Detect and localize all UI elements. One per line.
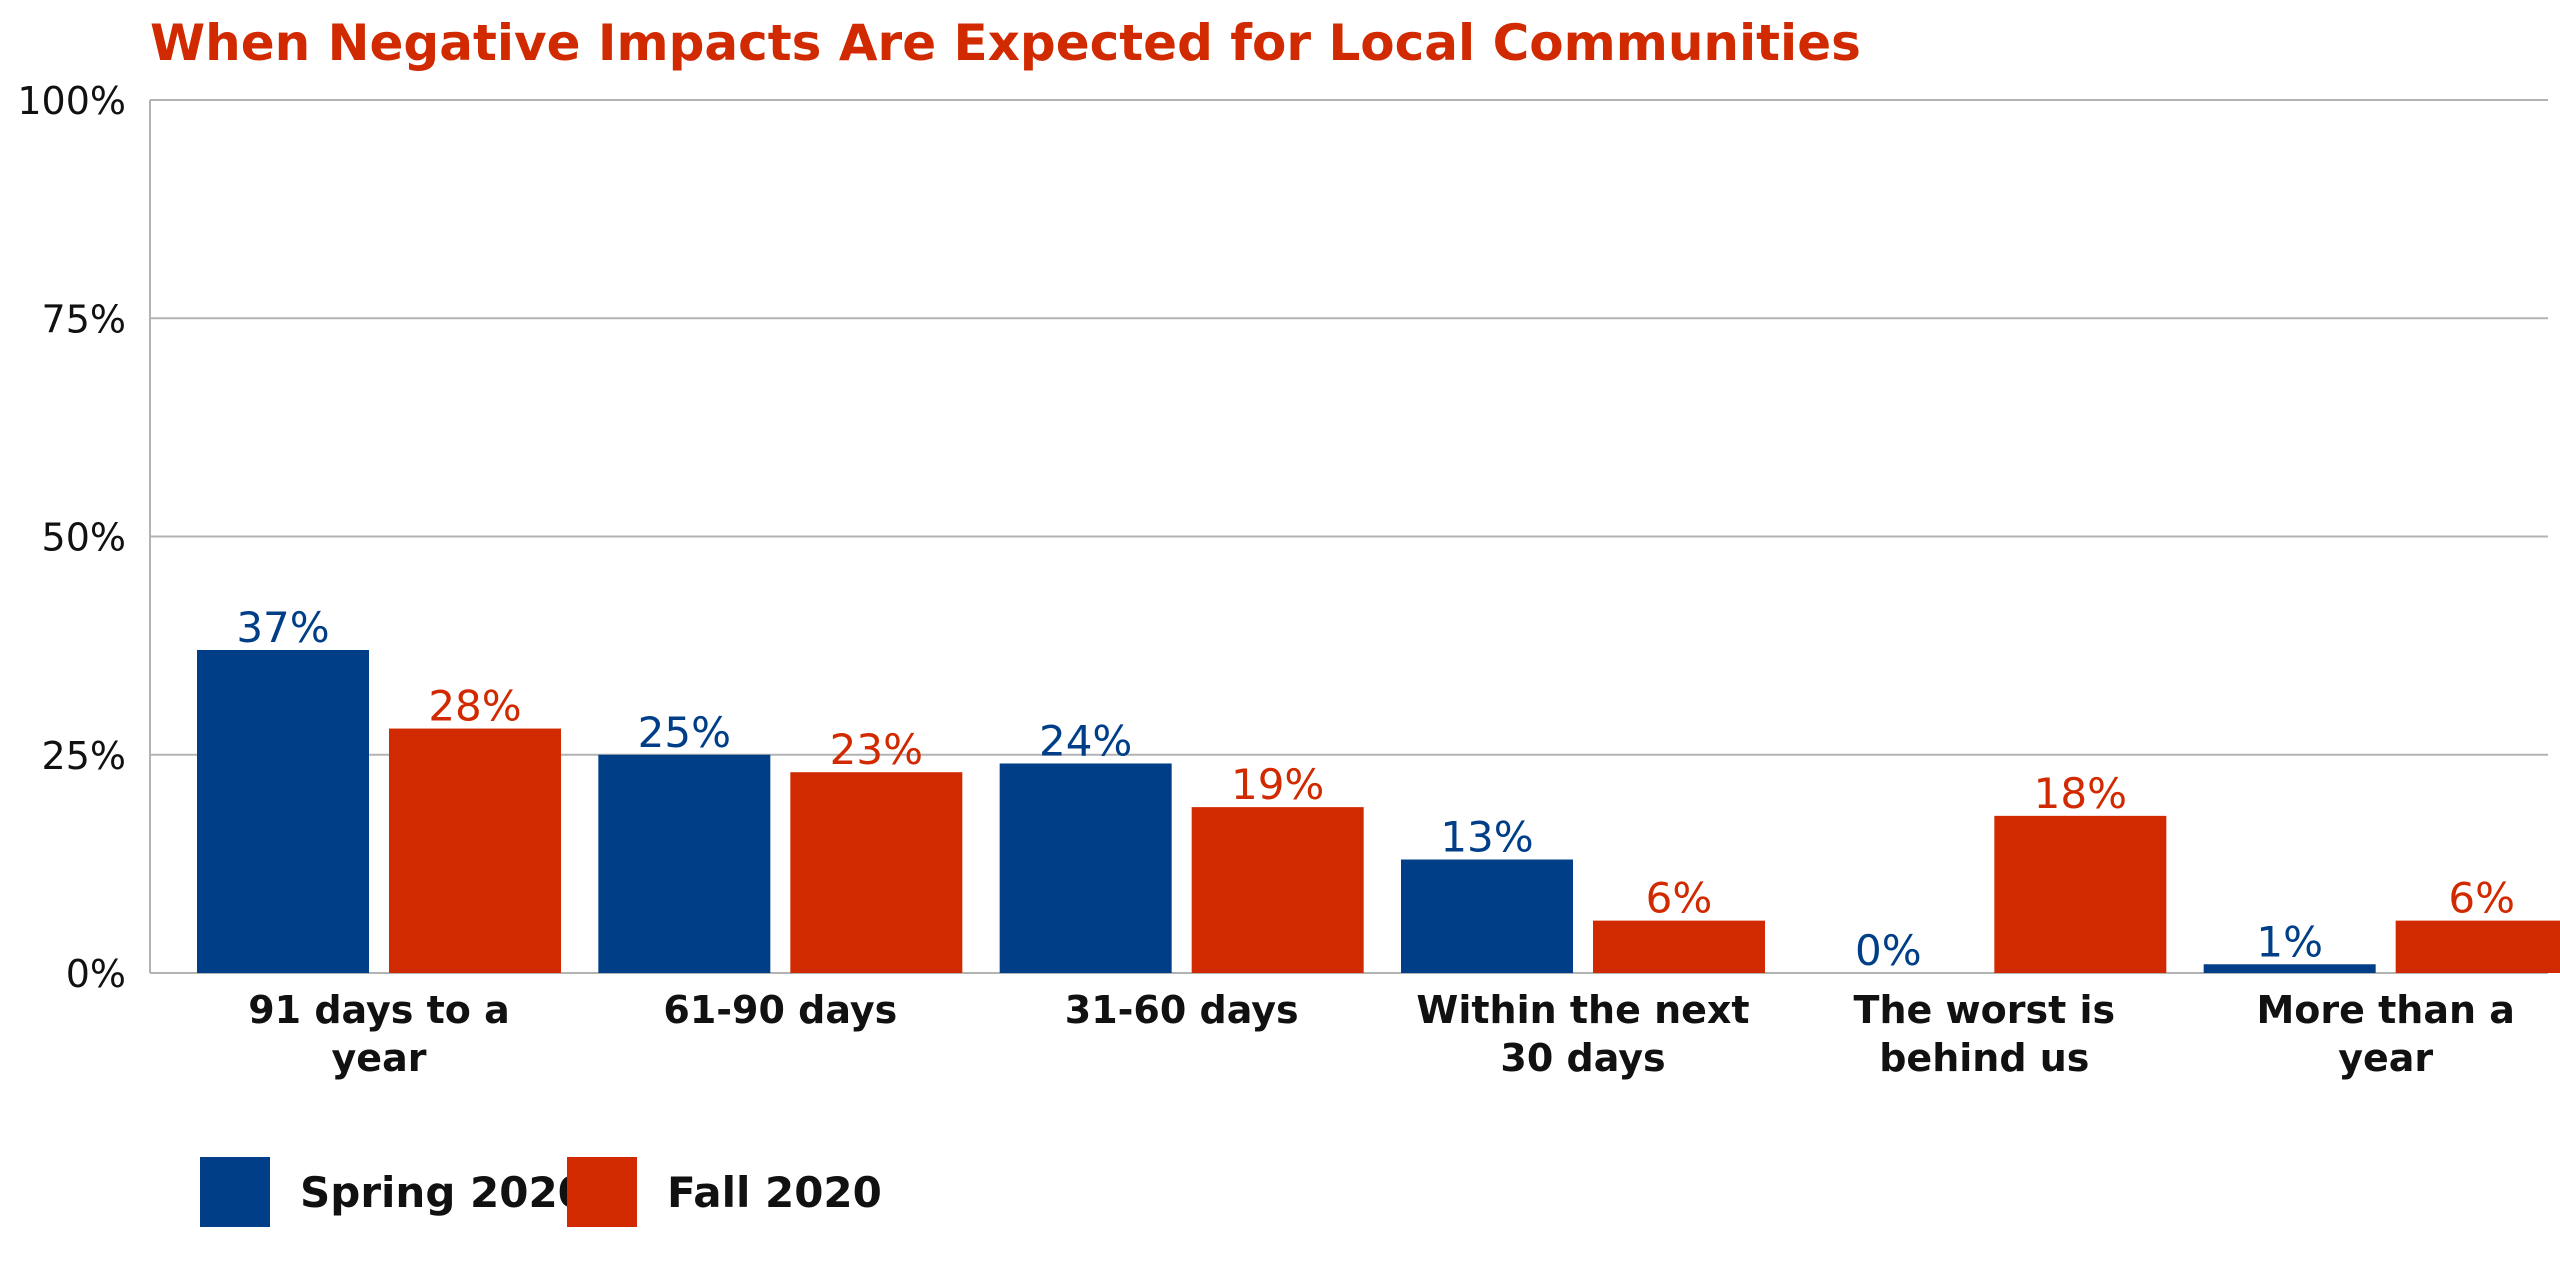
legend-swatch-spring: [200, 1157, 270, 1227]
data-label: 0%: [1855, 926, 1922, 975]
y-tick-label: 100%: [17, 79, 126, 123]
bar-spring: [999, 763, 1172, 973]
x-tick-label-line: More than a: [2256, 988, 2514, 1032]
bar-fall: [1593, 920, 1765, 973]
data-label: 6%: [2448, 874, 2515, 923]
x-tick-label: Within the next 30 days: [1416, 988, 1749, 1080]
legend-swatch-fall: [567, 1157, 637, 1227]
x-tick-label-line: Within the next: [1416, 988, 1749, 1032]
x-tick-label-line: 31-60 days: [1065, 988, 1299, 1032]
y-tick-label: 75%: [42, 297, 126, 341]
x-tick-label-line: The worst is: [1854, 988, 2116, 1032]
bar-fall: [389, 728, 561, 973]
x-tick-label-line: 61-90 days: [663, 988, 897, 1032]
data-labels: 37% 28% 25% 23% 24% 19% 13% 6% 0% 18% 1% 6%: [236, 603, 2515, 975]
x-tick-label: The worst is behind us: [1854, 988, 2116, 1080]
data-label: 37%: [236, 603, 329, 652]
x-tick-label-line: 91 days to a: [248, 988, 510, 1032]
data-label: 24%: [1039, 716, 1132, 765]
data-label: 23%: [830, 725, 923, 774]
legend-label: Fall 2020: [667, 1168, 882, 1217]
data-label: 28%: [428, 682, 521, 731]
data-label: 6%: [1646, 874, 1713, 923]
legend-label: Spring 2020: [300, 1168, 587, 1217]
chart-title: When Negative Impacts Are Expected for L…: [150, 14, 1861, 72]
bar-spring: [1401, 859, 1573, 973]
bar-fall: [1994, 815, 2167, 973]
legend: Spring 2020 Fall 2020: [200, 1157, 882, 1227]
data-label: 1%: [2256, 917, 2323, 966]
x-tick-label-line: behind us: [1879, 1036, 2089, 1080]
x-tick-label: 31-60 days: [1065, 988, 1299, 1032]
x-tick-label: 91 days to a year: [248, 988, 510, 1080]
data-label: 13%: [1440, 813, 1533, 862]
bars: [197, 649, 2560, 973]
bar-spring: [2203, 964, 2376, 973]
x-tick-label-line: 30 days: [1500, 1036, 1665, 1080]
data-label: 19%: [1231, 760, 1324, 809]
y-tick-label: 25%: [42, 734, 126, 778]
x-tick-label: More than a year: [2256, 988, 2514, 1080]
bar-fall: [790, 772, 963, 973]
x-tick-label-line: year: [332, 1036, 427, 1080]
bar-spring: [197, 649, 369, 973]
y-tick-label: 50%: [42, 516, 126, 560]
x-tick-label: 61-90 days: [663, 988, 897, 1032]
data-label: 18%: [2034, 769, 2127, 818]
y-tick-label: 0%: [66, 952, 126, 996]
bar-spring: [598, 754, 771, 973]
data-label: 25%: [638, 708, 731, 757]
bar-fall: [2395, 920, 2560, 973]
bar-fall: [1191, 807, 1364, 973]
x-tick-label-line: year: [2338, 1036, 2433, 1080]
